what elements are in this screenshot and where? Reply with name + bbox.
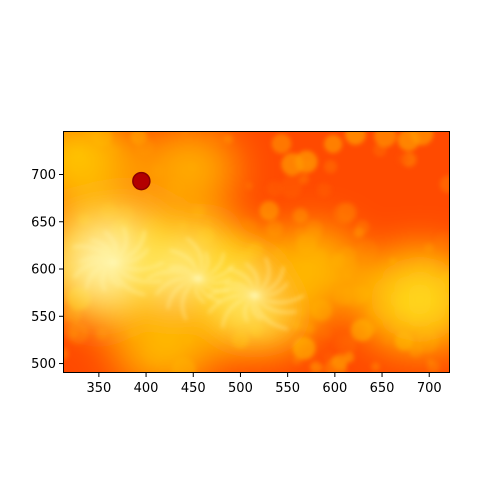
- coronal-loop: [253, 295, 289, 330]
- texture-blob: [298, 173, 310, 185]
- coronal-loop: [181, 277, 199, 321]
- x-tick-label: 550: [275, 381, 300, 396]
- texture-blob: [333, 202, 355, 225]
- coronal-loop: [146, 270, 199, 280]
- texture-blob: [371, 362, 380, 372]
- texture-blob: [321, 329, 333, 341]
- coronal-loop: [197, 278, 221, 302]
- x-tick-label: 500: [228, 381, 253, 396]
- coronal-loop: [72, 245, 114, 263]
- texture-blob: [66, 322, 89, 345]
- texture-blob: [410, 131, 434, 146]
- coronal-loop: [101, 261, 114, 292]
- coronal-loop: [85, 261, 114, 290]
- texture-blob: [271, 133, 292, 154]
- bright-region-core: [388, 273, 450, 325]
- y-axis: 500 550 600 650 700: [31, 168, 63, 372]
- loop-layer: [72, 226, 305, 330]
- coronal-loop: [73, 261, 114, 278]
- coronal-loop: [79, 256, 114, 264]
- x-tick-label: 400: [134, 381, 159, 396]
- texture-blob: [248, 220, 258, 230]
- texture-blob: [295, 150, 318, 174]
- y-tick-label: 600: [31, 263, 56, 278]
- x-tick-label: 700: [417, 381, 442, 396]
- coronal-loop: [197, 277, 232, 284]
- coronal-loop: [197, 252, 225, 280]
- coronal-loop: [112, 248, 149, 264]
- coronal-loop: [244, 294, 256, 322]
- coronal-loop: [197, 278, 230, 292]
- coronal-loop: [207, 294, 255, 314]
- y-tick-label: 650: [31, 215, 56, 230]
- x-tick-label: 450: [181, 381, 206, 396]
- texture-blob: [317, 182, 332, 197]
- coronal-loop: [103, 230, 117, 263]
- texture-blob: [374, 131, 397, 148]
- texture-blob: [355, 220, 370, 234]
- coronal-loop: [90, 239, 114, 263]
- texture-blob: [245, 182, 253, 190]
- coronal-loop: [254, 257, 270, 297]
- bright-region-core: [284, 246, 339, 292]
- coronal-loop: [112, 262, 146, 296]
- dark-spot: [132, 171, 151, 191]
- plot-frame: [63, 131, 450, 373]
- coronal-loop: [251, 295, 262, 321]
- texture-blob: [426, 358, 434, 366]
- texture-blob: [279, 175, 303, 199]
- texture-blob: [324, 160, 338, 174]
- bright-region-core: [137, 322, 193, 367]
- texture-blob: [343, 352, 355, 363]
- texture-blob: [325, 357, 347, 373]
- x-tick-label: 600: [322, 381, 347, 396]
- coronal-loop: [254, 282, 289, 297]
- bright-region-core: [63, 137, 109, 184]
- heatmap-image: [63, 131, 450, 373]
- texture-blob: [396, 153, 409, 165]
- coronal-loop: [197, 252, 209, 280]
- coronal-loop: [254, 294, 305, 304]
- y-tick-label: 550: [31, 310, 56, 325]
- coronal-loop: [221, 294, 255, 328]
- coronal-loop: [112, 261, 162, 283]
- bright-region-core: [162, 148, 215, 191]
- coronal-loop: [224, 282, 256, 296]
- coronal-loop: [167, 277, 199, 309]
- texture-blob: [292, 336, 316, 360]
- texture-blob: [436, 231, 450, 248]
- coronal-loop: [208, 288, 255, 297]
- texture-blob: [266, 181, 283, 197]
- coronal-loop: [194, 278, 206, 304]
- texture-blob: [96, 328, 107, 340]
- coronal-loop: [197, 264, 234, 280]
- coronal-loop: [254, 266, 285, 297]
- coronal-loop: [227, 268, 256, 296]
- coronal-loop: [169, 249, 199, 279]
- y-tick-label: 700: [31, 168, 56, 183]
- coronal-loop: [112, 261, 164, 271]
- coronal-loop: [169, 266, 199, 279]
- texture-blob: [439, 175, 450, 193]
- coronal-loop: [155, 277, 199, 296]
- coronal-loop: [245, 262, 259, 296]
- coronal-loop: [112, 226, 128, 264]
- texture-blob: [339, 338, 357, 355]
- coronal-loop: [109, 262, 121, 288]
- coronal-loop: [185, 237, 203, 279]
- y-tick-label: 500: [31, 357, 56, 372]
- x-axis: 350 400 450 500 550 600 650 700: [86, 373, 442, 396]
- texture-blob: [259, 200, 279, 221]
- coronal-loop: [253, 295, 297, 314]
- texture-blob: [292, 208, 309, 224]
- texture-blob: [63, 348, 69, 360]
- texture-blob: [345, 131, 366, 145]
- x-tick-label: 350: [86, 381, 111, 396]
- texture-blob: [323, 134, 343, 154]
- x-tick-label: 650: [370, 381, 395, 396]
- coronal-loop: [112, 230, 146, 264]
- texture-blob: [316, 363, 327, 373]
